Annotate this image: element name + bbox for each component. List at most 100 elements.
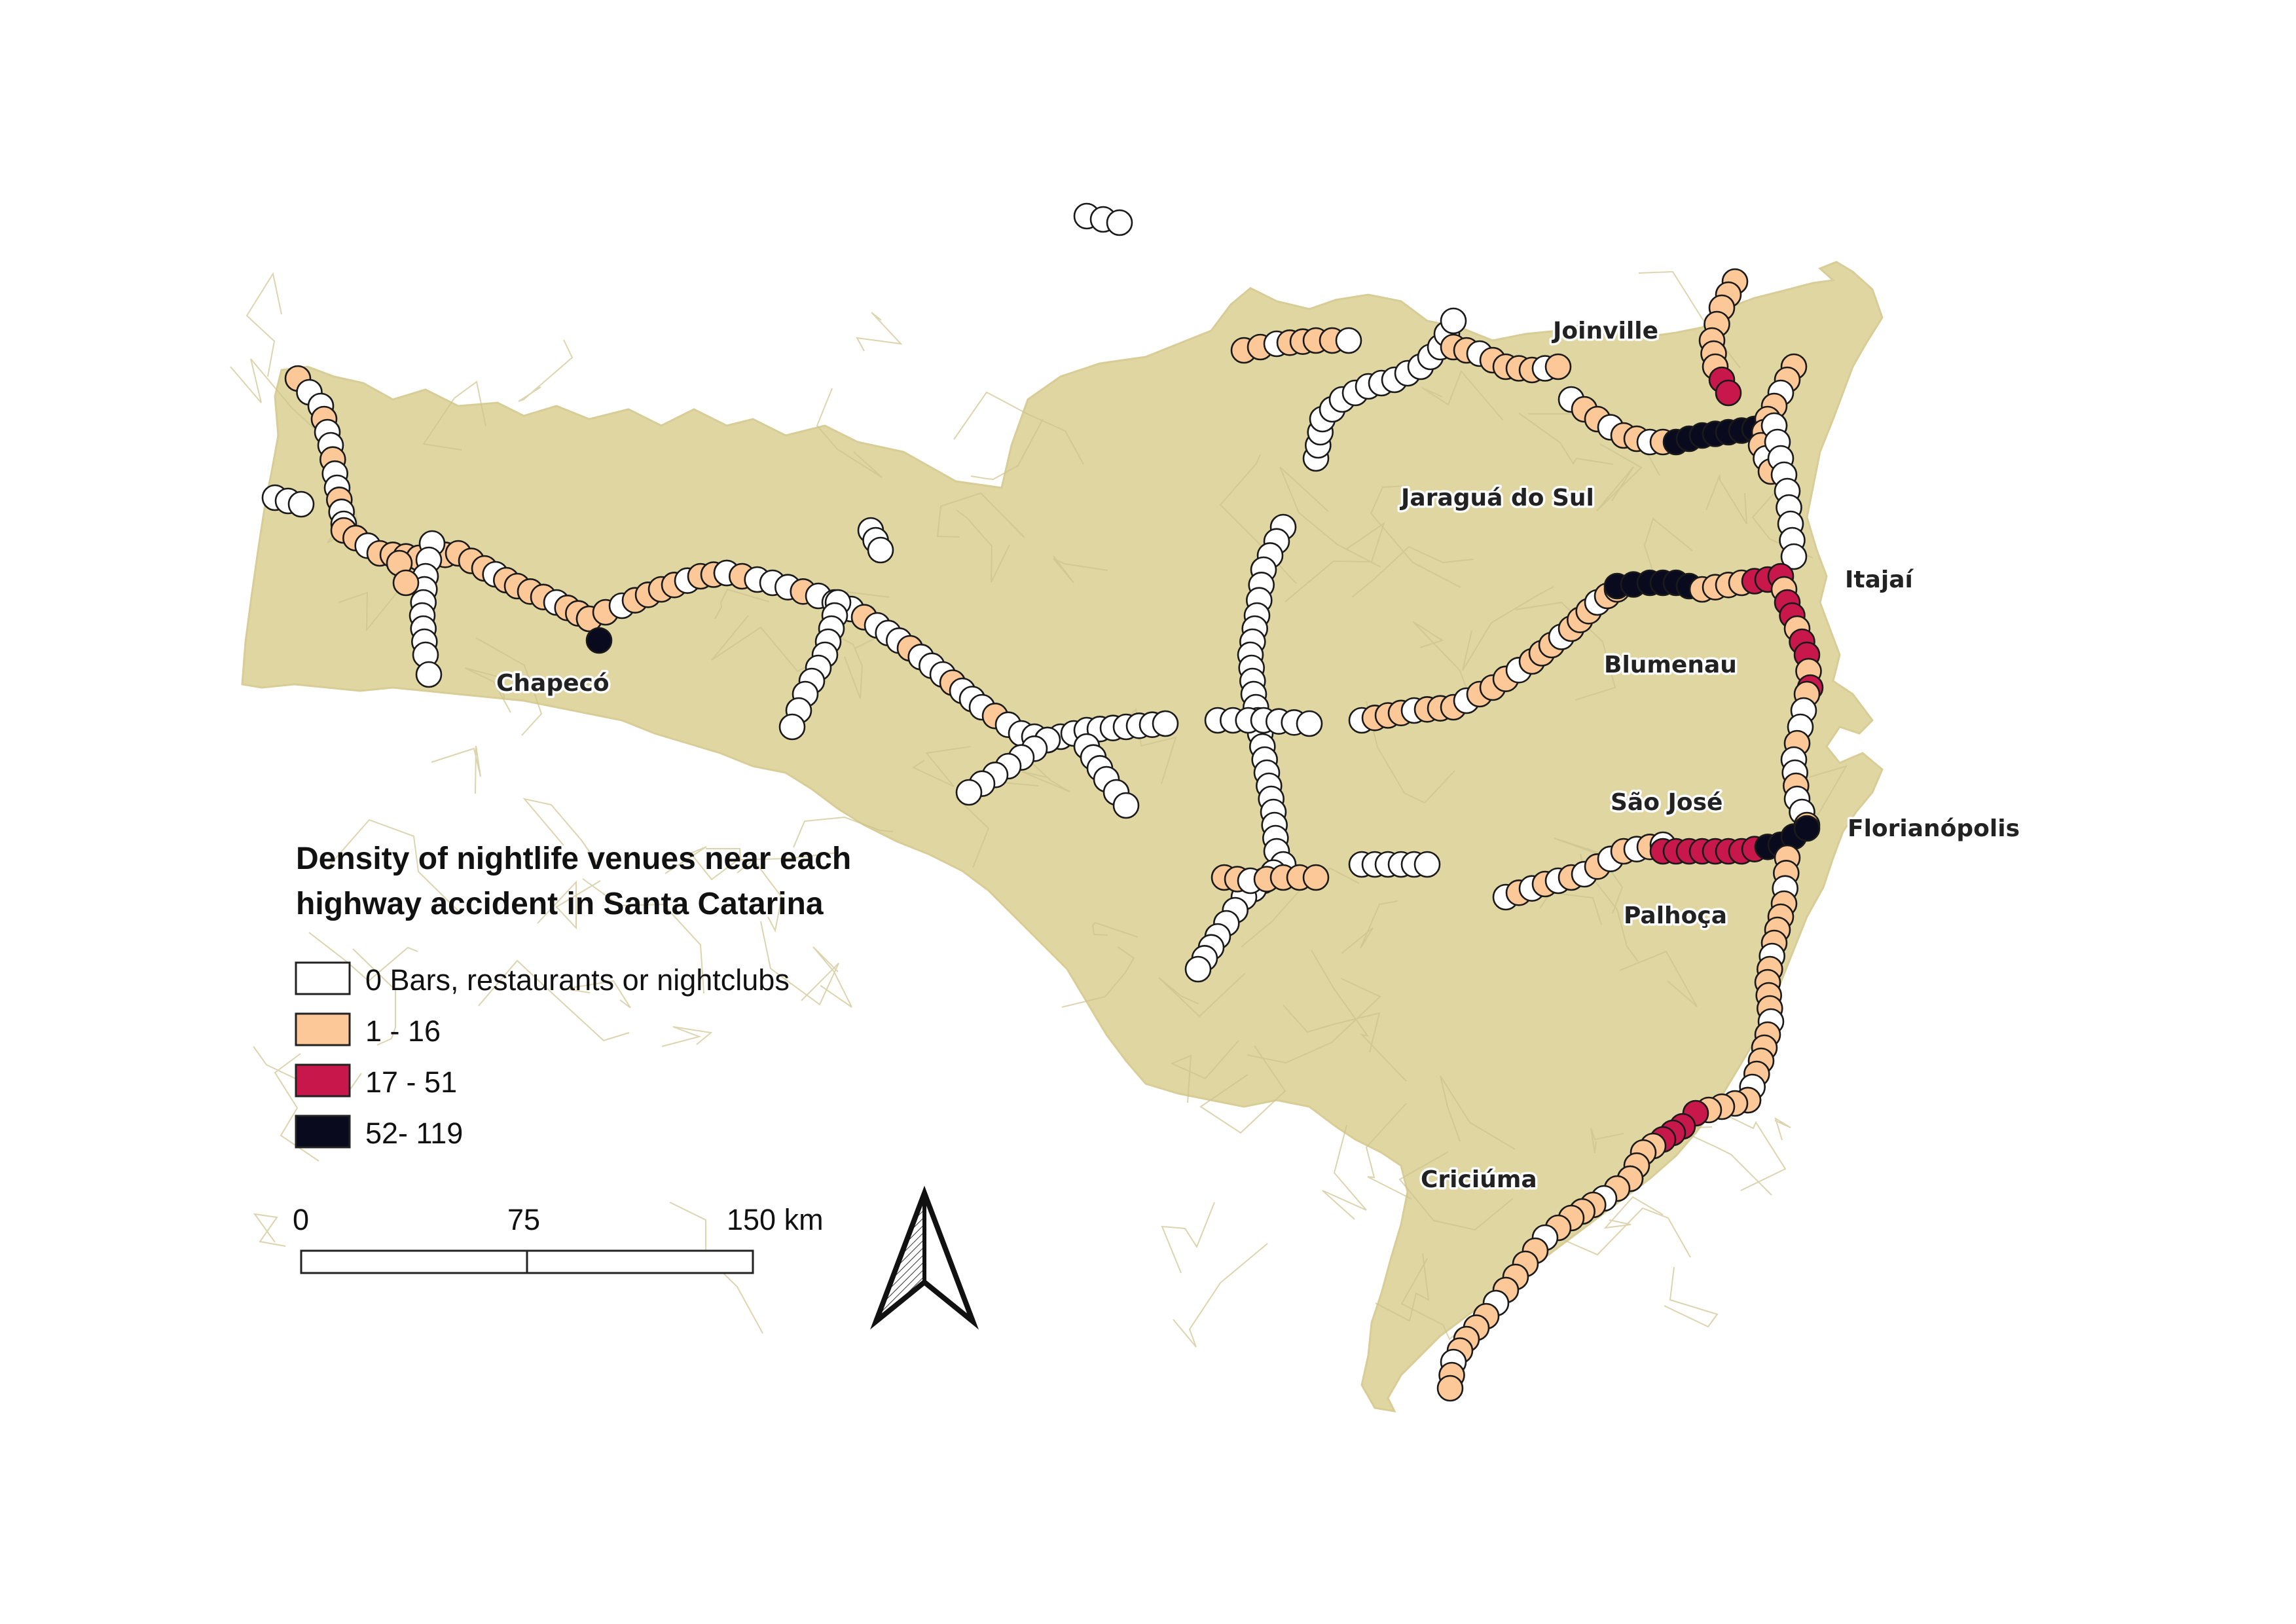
accident-point	[415, 661, 443, 688]
legend-label-2: 17 - 51	[365, 1065, 457, 1099]
legend: Density of nightlife venues near each hi…	[295, 841, 851, 1150]
accident-point	[1302, 864, 1330, 891]
municipal-boundary	[737, 858, 783, 932]
municipal-boundary	[1705, 474, 1747, 525]
legend-swatch-1	[295, 1012, 351, 1046]
accident-point	[1436, 1375, 1464, 1402]
municipal-boundary	[1341, 900, 1398, 954]
municipal-boundary	[274, 1053, 319, 1162]
municipal-boundary	[464, 667, 511, 713]
accident-point	[1152, 710, 1179, 737]
accident-point	[1780, 543, 1808, 570]
municipal-boundary	[956, 509, 1010, 583]
municipal-boundary	[1717, 1111, 1787, 1191]
municipal-boundary	[478, 959, 630, 1042]
municipal-boundary	[422, 380, 486, 451]
municipal-boundary	[230, 358, 333, 447]
municipal-boundary	[1091, 921, 1139, 938]
city-label-florianopolis: Florianópolis	[1848, 815, 2020, 842]
accident-point	[1544, 353, 1572, 380]
legend-label-3: 52- 119	[365, 1116, 463, 1150]
municipal-boundary	[1370, 485, 1461, 588]
municipal-boundary	[911, 746, 972, 787]
legend-swatch-3	[295, 1115, 351, 1149]
municipal-boundary	[1126, 707, 1177, 784]
municipal-boundary	[1462, 586, 1554, 671]
municipal-boundary	[1247, 978, 1381, 1064]
legend-swatch-2	[295, 1063, 351, 1098]
municipal-boundary	[1279, 466, 1381, 568]
municipal-boundary	[1366, 701, 1455, 804]
municipal-boundary	[1061, 946, 1135, 1008]
city-label-itajai: Itajaí	[1845, 566, 1914, 593]
municipal-boundary	[518, 339, 574, 402]
city-label-blumenau: Blumenau	[1604, 652, 1737, 678]
accident-point	[1106, 209, 1133, 236]
municipal-boundary	[1161, 1202, 1215, 1274]
municipal-boundary	[1170, 1040, 1239, 1103]
municipal-boundary	[431, 745, 481, 794]
municipal-boundary	[1619, 950, 1698, 1007]
municipal-boundary	[1283, 1005, 1381, 1053]
accident-points	[261, 202, 1824, 1402]
scale-bar: 0 75 150 km	[293, 1203, 824, 1274]
municipal-boundary	[1596, 443, 1643, 511]
scale-tick-75: 75	[507, 1203, 540, 1236]
municipal-boundary	[1664, 1266, 1719, 1328]
municipal-boundary	[936, 492, 1025, 538]
municipal-boundary	[1590, 1128, 1624, 1154]
accident-point	[287, 490, 315, 518]
municipal-boundary	[327, 819, 460, 913]
municipal-boundary	[1603, 1196, 1664, 1229]
municipal-boundary	[1365, 1103, 1412, 1200]
city-label-jaragua-do-sul: Jaraguá do Sul	[1399, 485, 1594, 511]
municipal-boundary	[714, 588, 770, 619]
municipal-boundary	[1421, 370, 1504, 421]
municipal-boundary	[953, 391, 1084, 465]
municipal-boundary	[793, 816, 894, 848]
municipal-boundary	[253, 1213, 286, 1247]
city-label-criciuma: Criciúma	[1421, 1166, 1537, 1193]
north-arrow-icon	[870, 1185, 979, 1330]
municipal-boundary	[1199, 1045, 1286, 1134]
scale-bar-left	[300, 1249, 528, 1274]
municipal-boundary	[1311, 950, 1407, 1082]
accident-point	[392, 569, 420, 597]
accident-point	[1296, 710, 1323, 737]
municipal-boundary	[1375, 1253, 1430, 1322]
legend-swatch-0	[295, 961, 351, 995]
municipal-boundary	[522, 798, 598, 864]
municipal-boundary	[1440, 1075, 1516, 1150]
municipal-boundary	[564, 980, 631, 1008]
municipal-boundary	[760, 921, 839, 1006]
municipal-boundary	[856, 312, 903, 352]
municipal-boundary	[816, 388, 883, 478]
accident-point	[867, 536, 894, 564]
accident-point	[1112, 792, 1140, 819]
municipal-boundary	[246, 272, 282, 377]
municipal-boundary	[1053, 555, 1108, 583]
municipal-boundary	[706, 848, 838, 861]
scale-bar-right	[526, 1249, 754, 1274]
municipal-boundary	[1412, 621, 1474, 707]
municipal-boundary	[308, 932, 418, 982]
scale-tick-0: 0	[293, 1203, 309, 1236]
legend-title-line-2: highway accident in Santa Catarina	[296, 887, 824, 921]
municipal-boundary	[661, 1026, 713, 1047]
accident-point	[1413, 851, 1441, 878]
municipal-boundary	[475, 637, 543, 736]
scale-tick-150: 150 km	[727, 1203, 824, 1236]
legend-label-0: 0 Bars, restaurants or nightclubs	[365, 963, 790, 997]
municipal-boundary	[1398, 1151, 1514, 1231]
accident-point	[1793, 815, 1821, 842]
municipal-boundary	[1173, 1243, 1268, 1348]
accident-point	[778, 713, 806, 741]
municipal-boundary	[537, 880, 601, 930]
accident-point	[585, 627, 613, 654]
municipal-boundary	[970, 418, 1044, 481]
municipal-boundary	[1556, 1207, 1691, 1258]
municipal-boundary	[1774, 1116, 1791, 1141]
municipal-boundary	[812, 946, 852, 1008]
accident-point	[955, 779, 983, 806]
